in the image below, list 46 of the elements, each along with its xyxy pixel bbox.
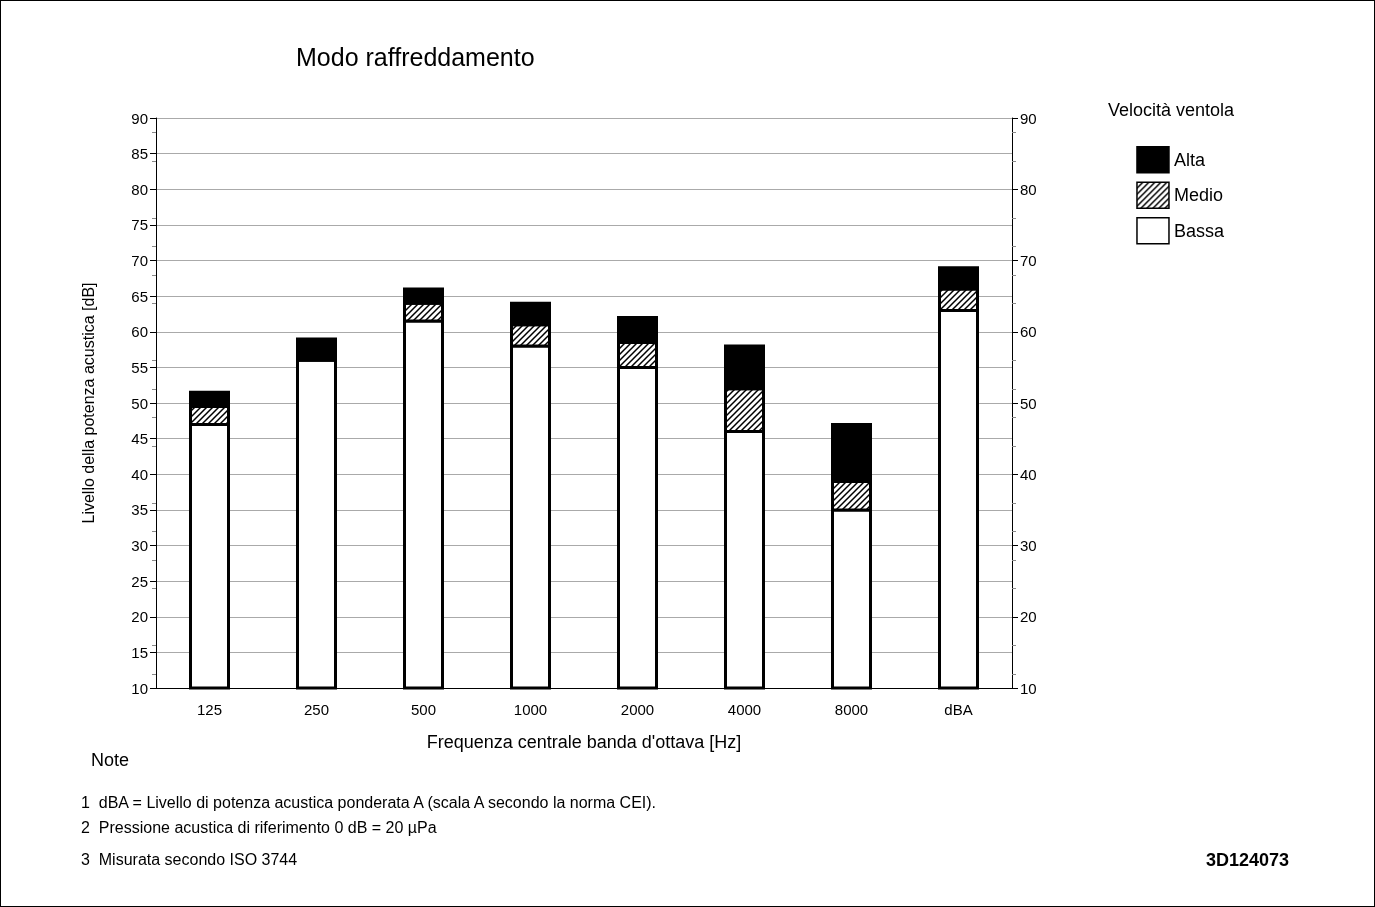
legend-label: Medio (1173, 185, 1223, 206)
x-tick-label: 4000 (727, 701, 762, 718)
y2-tick-label: 10 (1020, 679, 1037, 697)
chart-title: Modo raffreddamento (296, 42, 535, 71)
y-tick-label: 10 (131, 679, 148, 697)
y2-tick-label: 80 (1020, 180, 1037, 198)
y2-tick-label: 40 (1020, 465, 1037, 483)
legend-title: Velocità ventola (1107, 100, 1235, 120)
x-axis-title: Frequenza centrale banda d'ottava [Hz] (426, 732, 742, 752)
legend-label: Bassa (1173, 220, 1225, 241)
x-tick-label: 1000 (513, 701, 548, 718)
y2-tick-label: 60 (1020, 323, 1037, 341)
y-tick-label: 35 (131, 501, 148, 519)
y-tick-label: 80 (131, 180, 148, 198)
legend-label: Alta (1173, 149, 1206, 170)
text: 1 dBA = Livello di potenza acustica ponderata A (scala A secondo la norma CEI). (81, 793, 657, 811)
x-tick-label: 125 (196, 701, 223, 718)
x-tick-label: 250 (303, 701, 330, 718)
y-tick-label: 40 (131, 465, 148, 483)
y-tick-label: 85 (131, 145, 148, 163)
y-tick-label: 20 (131, 608, 148, 626)
y2-tick-label: 90 (1020, 109, 1037, 127)
y-tick-label: 75 (131, 216, 148, 234)
y-tick-label: 65 (131, 287, 148, 305)
y-tick-label: 55 (131, 358, 148, 376)
text: 3D124073 (1205, 850, 1289, 870)
y-tick-label: 45 (131, 430, 148, 448)
x-tick-label: 500 (410, 701, 437, 718)
text: Note (91, 750, 130, 770)
x-tick-label: 2000 (620, 701, 655, 718)
y-tick-label: 90 (131, 109, 148, 127)
y2-tick-label: 70 (1020, 252, 1037, 269)
text: 3 Misurata secondo ISO 3744 (81, 850, 298, 868)
y-tick-label: 60 (131, 323, 148, 341)
y-tick-label: 50 (131, 394, 148, 412)
y2-tick-label: 50 (1020, 394, 1037, 412)
y-tick-label: 25 (131, 572, 148, 590)
text: 2 Pressione acustica di riferimento 0 dB = 20 µPa (81, 818, 437, 836)
y2-tick-label: 30 (1020, 537, 1037, 554)
x-tick-label: 8000 (834, 701, 869, 718)
y-tick-label: 30 (131, 537, 148, 554)
y2-tick-label: 20 (1020, 608, 1037, 626)
y-tick-label: 15 (131, 643, 148, 661)
y-axis-title: Livello della potenza acustica [dB] (79, 282, 97, 524)
y-tick-label: 70 (131, 252, 148, 269)
x-tick-label: dBA (944, 701, 973, 718)
